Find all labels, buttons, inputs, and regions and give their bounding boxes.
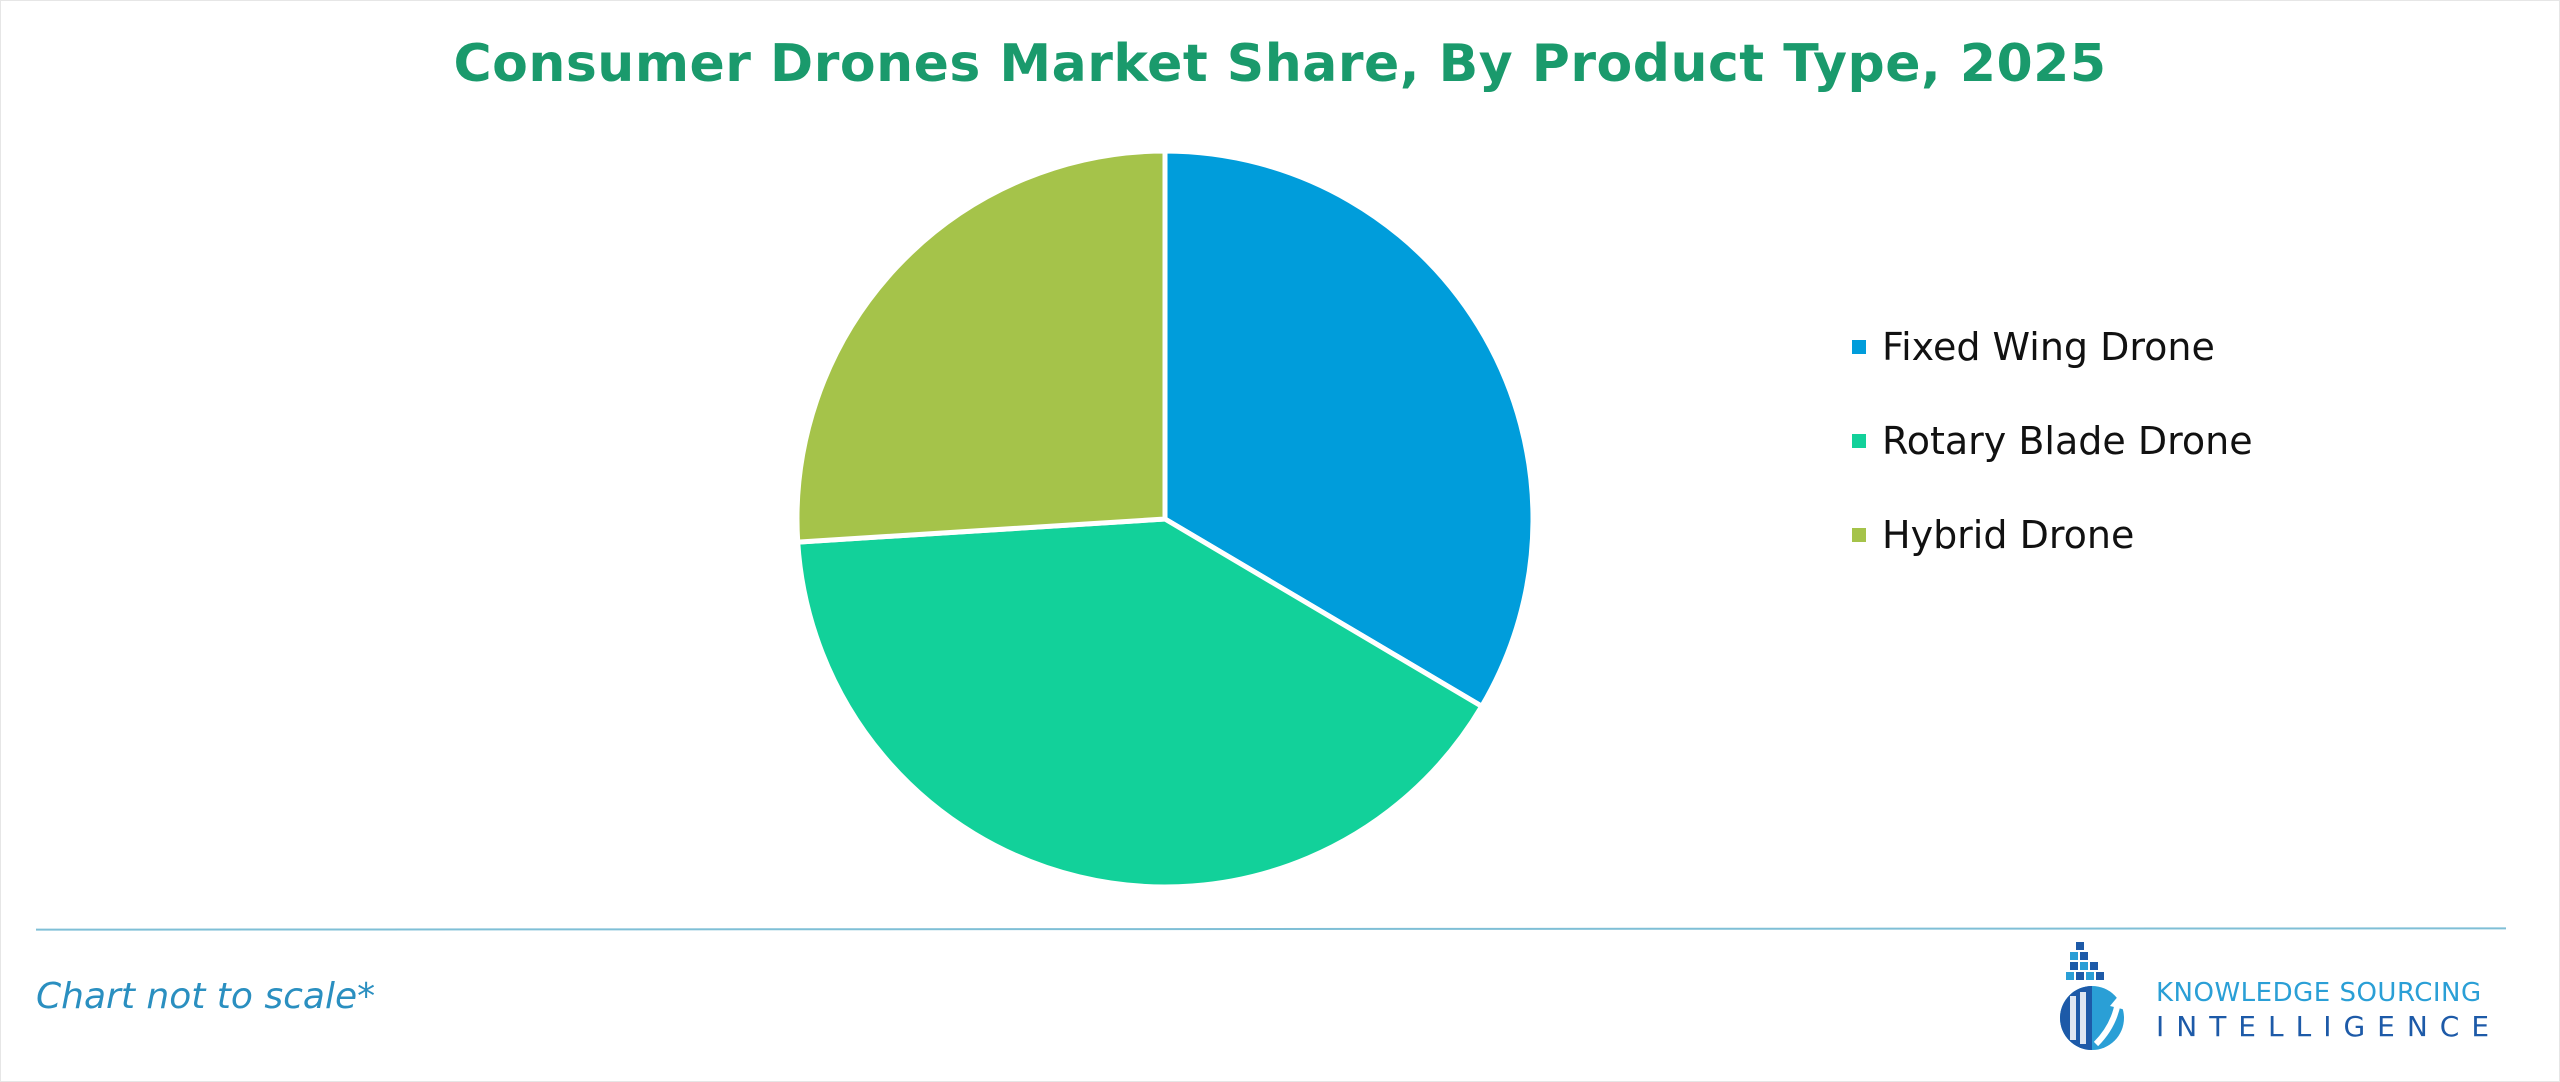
brand-name-line2: INTELLIGENCE <box>2156 1010 2502 1043</box>
chart-title: Consumer Drones Market Share, By Product… <box>453 34 2107 94</box>
legend-item-hybrid: Hybrid Drone <box>1852 488 2253 582</box>
legend-label-fixed-wing: Fixed Wing Drone <box>1882 325 2215 369</box>
legend-item-rotary-blade: Rotary Blade Drone <box>1852 394 2253 488</box>
brand-logo-block: KNOWLEDGE SOURCING INTELLIGENCE <box>2056 940 2489 1060</box>
legend-item-fixed-wing: Fixed Wing Drone <box>1852 300 2253 394</box>
legend-label-hybrid: Hybrid Drone <box>1882 513 2135 557</box>
building-arrow-logo-icon <box>2060 942 2126 1050</box>
legend-label-rotary-blade: Rotary Blade Drone <box>1882 419 2253 463</box>
brand-name-line1: KNOWLEDGE SOURCING <box>2156 978 2482 1008</box>
pie-slice-hybrid <box>794 148 1168 545</box>
legend-swatch-fixed-wing <box>1852 340 1866 354</box>
legend-swatch-rotary-blade <box>1852 434 1866 448</box>
pie-slice-fixed-wing <box>1162 148 1536 709</box>
pie-slice-rotary-blade <box>795 516 1485 890</box>
legend-swatch-hybrid <box>1852 528 1866 542</box>
scale-footnote: Chart not to scale* <box>36 976 376 1017</box>
chart-legend: Fixed Wing Drone Rotary Blade Drone Hybr… <box>1852 300 2253 582</box>
